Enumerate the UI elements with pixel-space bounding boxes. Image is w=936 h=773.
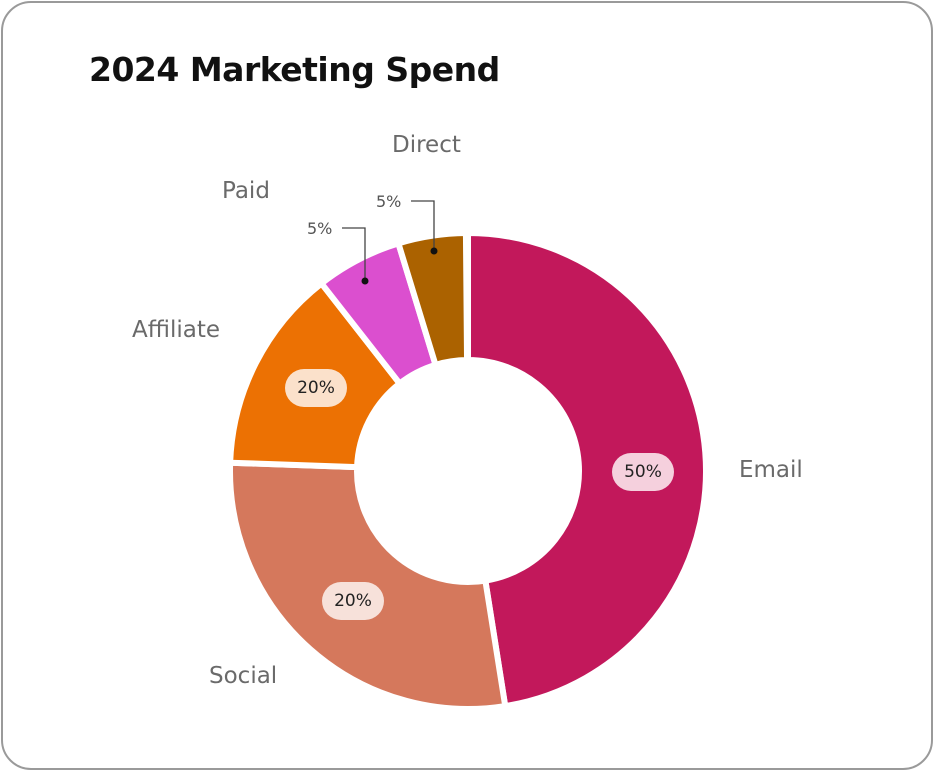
direct-value-label: 5%	[376, 192, 402, 211]
email-value-pill: 50%	[612, 453, 674, 491]
label-direct: Direct	[392, 132, 461, 158]
label-affiliate: Affiliate	[132, 317, 221, 343]
affiliate-value-pill: 20%	[285, 369, 347, 407]
social-value-pill: 20%	[322, 582, 384, 620]
paid-value-label: 5%	[307, 219, 333, 238]
chart-title: 2024 Marketing Spend	[89, 50, 500, 89]
slice-email	[465, 229, 709, 710]
label-social: Social	[209, 663, 278, 689]
label-paid: Paid	[222, 178, 270, 204]
label-email: Email	[739, 457, 803, 483]
leader-line-direct	[411, 200, 438, 255]
slice-direct	[394, 229, 471, 369]
leader-line-paid	[342, 227, 369, 285]
